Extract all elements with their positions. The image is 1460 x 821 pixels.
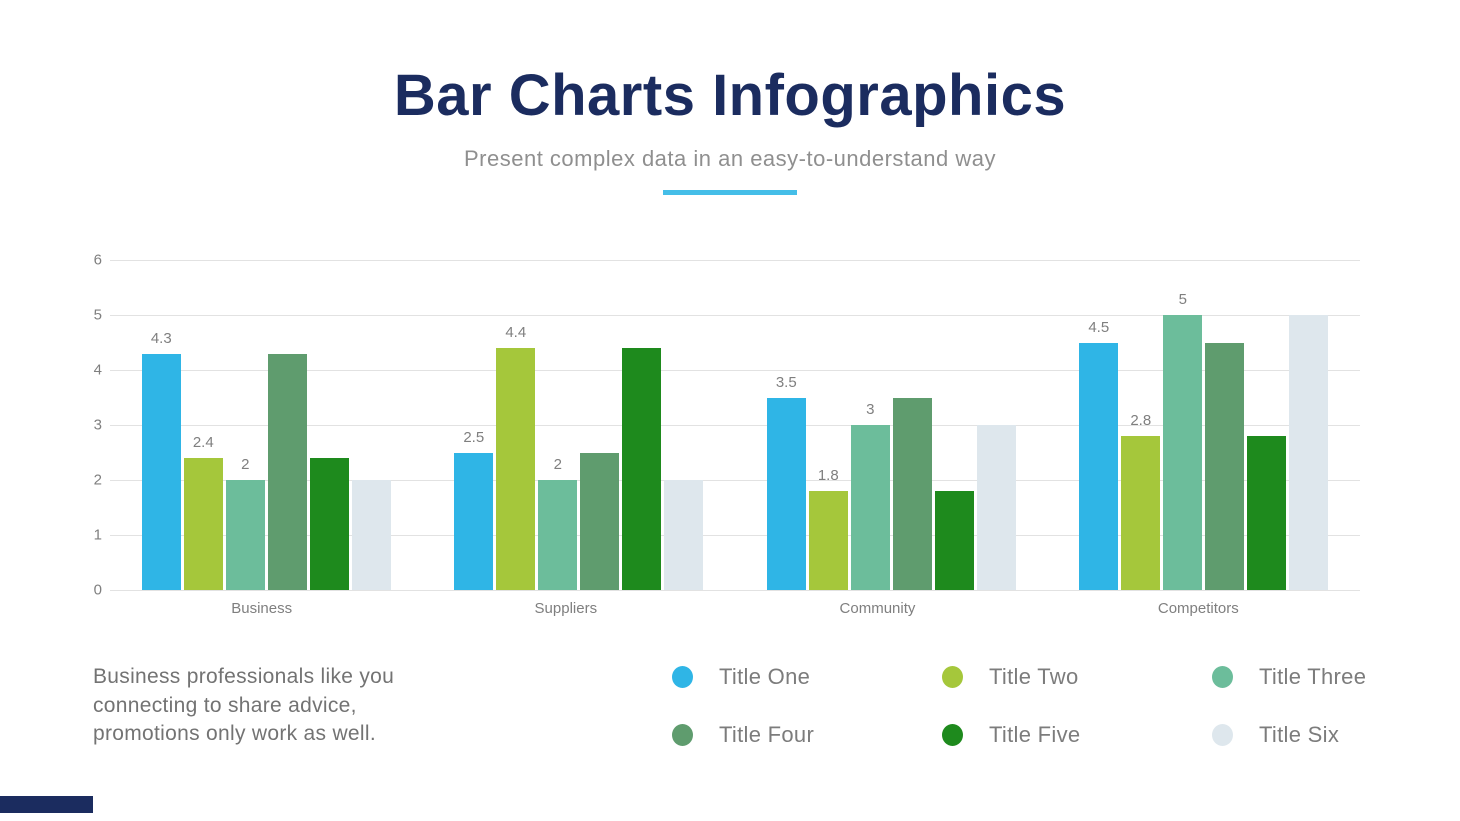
chart-gridlines: 0 1 2 3 4 5 6 <box>94 252 1360 599</box>
bar-value-label: 4.3 <box>150 329 172 347</box>
gridline <box>110 260 1360 261</box>
y-tick-label: 6 <box>93 251 102 269</box>
bar-title-two-business: 2.4 <box>183 434 223 590</box>
legend-swatch-icon <box>942 666 963 688</box>
legend-swatch-icon <box>942 724 963 746</box>
bar-value-label: 1.8 <box>817 467 839 484</box>
bar-title-six-suppliers <box>664 480 704 590</box>
y-tick-label: 2 <box>93 471 102 489</box>
bar-title-three-business: 2 <box>225 456 265 590</box>
gridline <box>110 315 1360 316</box>
y-tick-label: 1 <box>93 526 102 544</box>
legend-item-title-two: Title Two <box>942 658 1212 696</box>
bar-title-one-business: 4.3 <box>141 330 181 590</box>
y-tick-label: 3 <box>93 416 102 434</box>
bar-title-four-community <box>892 397 932 590</box>
gridline <box>110 370 1360 371</box>
bar-title-four-business <box>267 353 307 590</box>
bar-title-three-competitors: 5 <box>1163 291 1203 590</box>
bar-value-label: 3 <box>866 401 875 418</box>
legend-label: Title Three <box>1259 664 1367 689</box>
bar-title-five-competitors <box>1247 436 1287 590</box>
bar-title-five-business <box>309 458 349 590</box>
bar-group-business: 4.3 2.4 2 <box>141 260 391 590</box>
legend-label: Title Five <box>989 722 1081 747</box>
gridline <box>110 590 1360 591</box>
bar-group-suppliers: 2.5 4.4 2 <box>454 260 704 590</box>
gridline <box>110 535 1360 536</box>
bar-title-one-suppliers: 2.5 <box>454 429 494 590</box>
legend-item-title-three: Title Three <box>1212 658 1460 696</box>
category-label-suppliers: Suppliers <box>534 600 598 617</box>
bar-title-four-competitors <box>1205 342 1245 590</box>
bar-value-label: 2.5 <box>463 428 485 446</box>
page-title: Bar Charts Infographics <box>393 63 1067 128</box>
legend-label: Title Six <box>1259 722 1340 747</box>
bar-value-label: 2.8 <box>1130 412 1152 429</box>
bar-title-one-community: 3.5 <box>766 374 806 590</box>
bar-value-label: 2.4 <box>192 434 214 451</box>
bar-title-two-suppliers: 4.4 <box>496 324 536 590</box>
legend-item-title-four: Title Four <box>672 716 942 754</box>
bar-title-six-competitors <box>1289 315 1329 590</box>
gridline <box>110 480 1360 481</box>
description-text: Business professionals like you connecti… <box>93 665 395 745</box>
bar-title-two-competitors: 2.8 <box>1121 412 1161 590</box>
legend-swatch-icon <box>672 666 693 688</box>
legend-item-title-six: Title Six <box>1212 716 1460 754</box>
bar-value-label: 5 <box>1178 291 1187 308</box>
bar-title-five-suppliers <box>622 348 662 590</box>
legend-swatch-icon <box>672 724 693 746</box>
bar-value-label: 4.5 <box>1088 318 1110 336</box>
bar-title-six-community <box>976 425 1016 590</box>
subtitle-accent-underline <box>663 190 797 195</box>
category-label-community: Community <box>839 600 916 617</box>
bar-title-six-business <box>351 480 391 590</box>
legend-label: Title Four <box>719 722 815 747</box>
chart-legend: Title One Title Two Title Three Title Four T… <box>672 658 1460 754</box>
bar-group-competitors: 4.5 2.8 5 <box>1079 260 1329 590</box>
legend-label: Title One <box>719 664 811 689</box>
bar-value-label: 3.5 <box>775 373 797 391</box>
bar-title-five-community <box>934 491 974 590</box>
bar-chart: 0 1 2 3 4 5 6 4.3 2.4 2 2.5 4.4 2 3.5 1.8 3 4.5 2.8 5 Bus… <box>75 252 1370 620</box>
bar-title-four-suppliers <box>580 452 620 590</box>
legend-item-title-five: Title Five <box>942 716 1212 754</box>
bar-title-one-competitors: 4.5 <box>1079 319 1119 590</box>
page-subtitle: Present complex data in an easy-to-under… <box>463 146 996 171</box>
legend-swatch-icon <box>1212 666 1233 688</box>
bar-value-label: 4.4 <box>505 324 527 341</box>
bar-title-three-community: 3 <box>850 401 890 590</box>
bar-value-label: 2 <box>241 456 250 473</box>
category-label-business: Business <box>231 600 293 617</box>
category-axis: Business Suppliers Community Competitors <box>110 600 1360 617</box>
legend-swatch-icon <box>1212 724 1233 746</box>
gridline <box>110 425 1360 426</box>
bar-value-label: 2 <box>553 456 562 473</box>
category-label-competitors: Competitors <box>1157 600 1239 617</box>
bar-title-three-suppliers: 2 <box>538 456 578 590</box>
footer-accent-bar <box>0 796 93 813</box>
chart-plot-area: 4.3 2.4 2 2.5 4.4 2 3.5 1.8 3 4.5 2.8 5 <box>110 260 1360 590</box>
legend-label: Title Two <box>989 664 1079 689</box>
bar-title-two-community: 1.8 <box>808 467 848 590</box>
y-tick-label: 4 <box>93 361 102 379</box>
y-tick-label: 0 <box>93 581 102 599</box>
y-tick-label: 5 <box>93 306 102 324</box>
bar-group-community: 3.5 1.8 3 <box>766 260 1016 590</box>
legend-item-title-one: Title One <box>672 658 942 696</box>
